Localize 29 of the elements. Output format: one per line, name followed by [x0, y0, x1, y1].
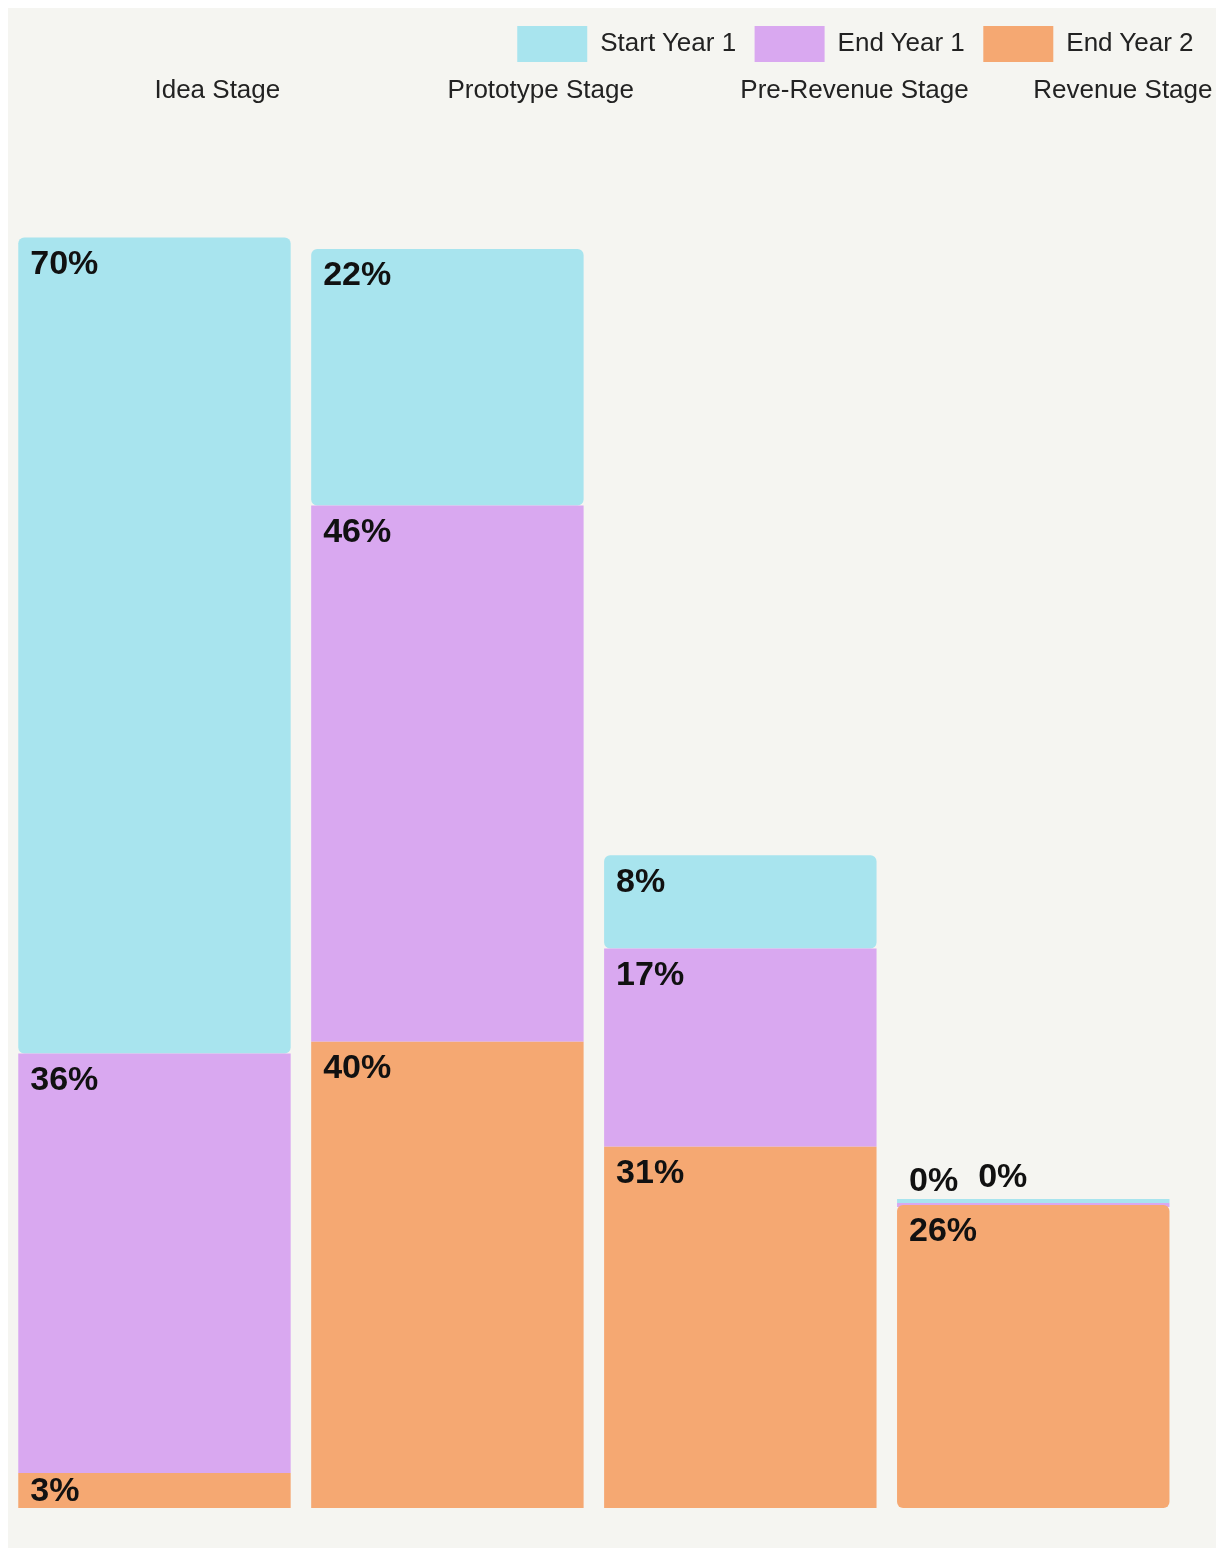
bar: [311, 249, 584, 506]
data-label: 46%: [323, 510, 392, 549]
bar: [311, 1041, 584, 1508]
legend-label: Start Year 1: [600, 27, 737, 58]
data-label: 17%: [616, 953, 685, 992]
data-label: 40%: [323, 1047, 392, 1086]
x-tick-label: Revenue Stage: [1033, 73, 1213, 104]
data-label: 22%: [323, 254, 392, 293]
x-tick-label: Idea Stage: [154, 73, 281, 104]
data-label: 31%: [616, 1152, 685, 1191]
data-label: 0%: [978, 1156, 1028, 1195]
bar: [311, 505, 584, 1042]
legend-label: End Year 2: [1066, 27, 1194, 58]
bar: [18, 237, 291, 1054]
x-tick-label: Prototype Stage: [447, 73, 634, 104]
bar: [897, 1204, 1170, 1508]
data-label: 70%: [30, 242, 99, 281]
x-tick-label: Pre-Revenue Stage: [740, 73, 969, 104]
bar: [18, 1053, 291, 1474]
data-label: 3%: [30, 1470, 80, 1509]
bar: [18, 1473, 291, 1508]
bar: [604, 855, 877, 949]
data-label: 36%: [30, 1058, 99, 1097]
data-label: 26%: [909, 1210, 978, 1249]
legend-label: End Year 1: [837, 27, 965, 58]
bar: [604, 948, 877, 1147]
data-label: 0%: [909, 1160, 959, 1199]
bar: [604, 1146, 877, 1508]
data-label: 8%: [616, 860, 666, 899]
